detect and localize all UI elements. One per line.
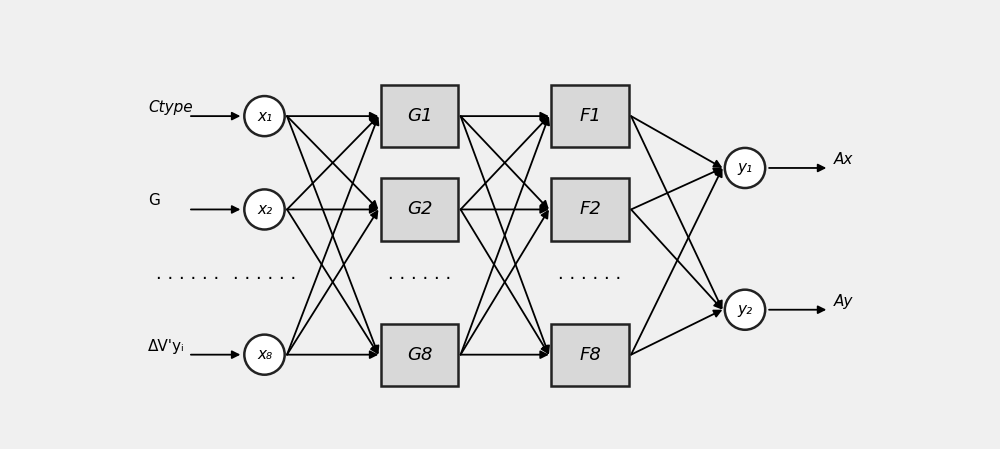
Text: G2: G2 [407, 200, 432, 219]
Bar [381, 85, 458, 147]
Bar [551, 324, 629, 386]
Text: G1: G1 [407, 107, 432, 125]
Text: x₂: x₂ [257, 202, 272, 217]
Bar [381, 324, 458, 386]
Text: Ay: Ay [834, 294, 854, 308]
Text: Ax: Ax [834, 152, 854, 167]
Text: G: G [148, 194, 160, 208]
Ellipse shape [725, 290, 765, 330]
Text: G8: G8 [407, 346, 432, 364]
Text: Ctype: Ctype [148, 100, 193, 115]
Text: · · · · · ·: · · · · · · [388, 269, 451, 288]
Text: F1: F1 [579, 107, 601, 125]
Text: y₁: y₁ [737, 160, 753, 176]
Ellipse shape [244, 335, 285, 375]
Text: · · · · · ·: · · · · · · [156, 269, 219, 288]
Ellipse shape [725, 148, 765, 188]
Text: x₁: x₁ [257, 109, 272, 123]
Text: · · · · · ·: · · · · · · [233, 269, 296, 288]
Bar [381, 178, 458, 241]
Text: F8: F8 [579, 346, 601, 364]
Text: y₂: y₂ [737, 302, 753, 317]
Text: F2: F2 [579, 200, 601, 219]
Ellipse shape [244, 189, 285, 229]
Text: · · · · · ·: · · · · · · [558, 269, 622, 288]
Bar [551, 85, 629, 147]
Ellipse shape [244, 96, 285, 136]
Text: ΔV'yᵢ: ΔV'yᵢ [148, 339, 185, 353]
Text: x₈: x₈ [257, 347, 272, 362]
Bar [551, 178, 629, 241]
